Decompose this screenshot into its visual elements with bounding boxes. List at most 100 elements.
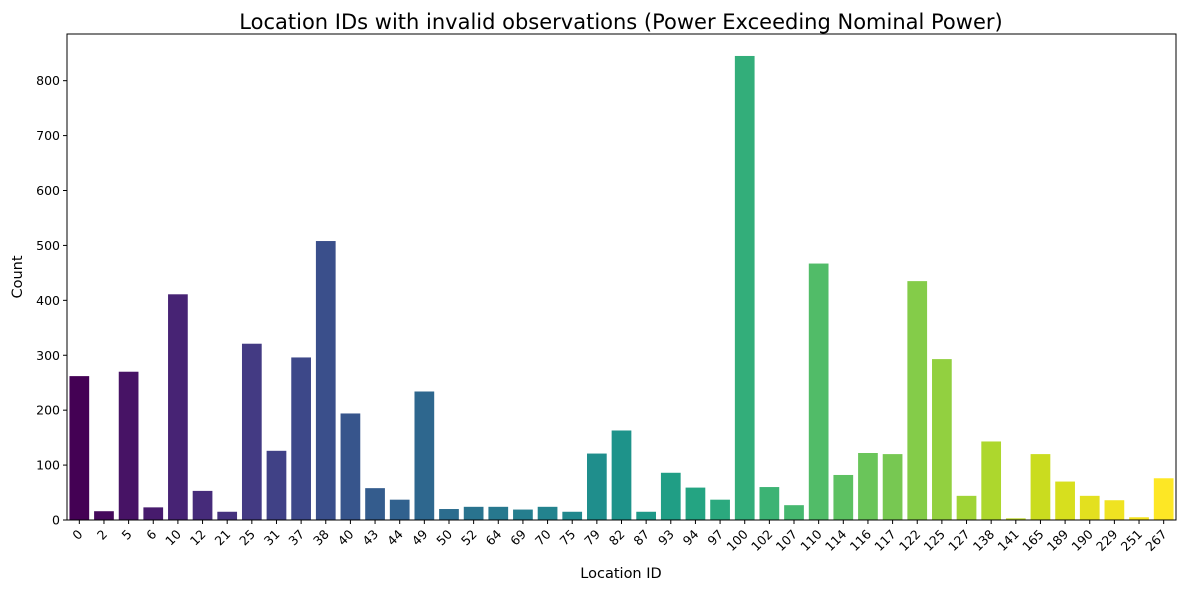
x-tick-label: 5: [119, 527, 135, 543]
bar-31: [266, 450, 287, 520]
x-axis-ticks: 0 2 5 6 10 12 21 25 31 37 38 40 43 44 49 50 52 64 69 70 75 79…: [69, 520, 1170, 554]
x-tick-label: 117: [871, 527, 898, 554]
y-tick-label: 400: [36, 293, 60, 308]
bar-229: [1104, 500, 1125, 520]
bar-141: [1005, 518, 1026, 520]
bar-43: [365, 488, 385, 520]
bar-75: [562, 511, 583, 520]
bar-107: [784, 505, 804, 520]
bar-12: [192, 490, 213, 520]
bar-64: [488, 506, 509, 520]
bar-6: [143, 507, 164, 520]
x-tick-label: 102: [748, 527, 775, 554]
bar-10: [168, 294, 188, 520]
bar-190: [1079, 495, 1100, 520]
bar-138: [981, 441, 1002, 520]
bar-97: [710, 499, 730, 520]
x-tick-label: 125: [921, 527, 948, 554]
x-tick-label: 25: [236, 527, 258, 549]
x-tick-label: 190: [1068, 526, 1096, 554]
x-tick-label: 251: [1118, 527, 1145, 554]
x-tick-label: 31: [261, 527, 283, 549]
bar-37: [291, 357, 311, 520]
y-axis-ticks: 0 100 200 300 400 500 600 700 800: [36, 73, 67, 528]
bars-group: [69, 55, 1174, 521]
bar-44: [389, 499, 410, 520]
bar-52: [463, 506, 484, 520]
x-tick-label: 37: [285, 527, 307, 549]
plot-frame: [66, 33, 1177, 521]
x-tick-label: 50: [433, 526, 455, 548]
x-tick-label: 10: [162, 526, 184, 548]
x-tick-label: 127: [945, 527, 972, 554]
bar-40: [340, 413, 361, 520]
chart-title: Location IDs with invalid observations (…: [239, 10, 1002, 34]
bar-93: [660, 472, 681, 520]
bar-117: [882, 454, 903, 520]
bar-122: [907, 281, 928, 520]
bar-116: [858, 453, 878, 520]
bar-165: [1030, 454, 1051, 520]
y-tick-label: 600: [36, 183, 60, 198]
x-tick-label: 138: [970, 526, 998, 554]
x-tick-label: 21: [211, 527, 233, 549]
bar-69: [513, 509, 533, 520]
y-tick-label: 800: [36, 73, 60, 88]
bar-94: [685, 487, 706, 520]
x-tick-label: 43: [359, 527, 381, 549]
x-tick-label: 12: [187, 527, 209, 549]
y-tick-label: 200: [36, 403, 60, 418]
bar-82: [611, 430, 632, 520]
x-tick-label: 40: [335, 526, 357, 548]
bar-251: [1129, 517, 1149, 520]
bar-70: [537, 506, 558, 520]
x-tick-label: 49: [409, 526, 431, 548]
bar-87: [636, 511, 657, 520]
x-tick-label: 52: [458, 527, 480, 549]
x-tick-label: 6: [143, 526, 159, 542]
bar-102: [759, 487, 780, 520]
x-tick-label: 110: [797, 526, 825, 554]
bar-127: [956, 495, 977, 520]
bar-267: [1153, 478, 1174, 520]
y-tick-label: 700: [36, 128, 60, 143]
bar-189: [1055, 481, 1075, 520]
bar-25: [241, 343, 262, 520]
x-axis-label: Location ID: [580, 566, 661, 582]
bar-110: [808, 263, 829, 520]
bar-38: [315, 241, 336, 520]
x-tick-label: 82: [606, 527, 628, 549]
y-tick-label: 500: [36, 238, 60, 253]
x-tick-label: 122: [896, 527, 923, 554]
x-tick-label: 44: [384, 526, 406, 548]
x-tick-label: 38: [310, 526, 332, 548]
x-tick-label: 165: [1019, 527, 1046, 554]
x-tick-label: 94: [680, 526, 702, 548]
bar-21: [217, 511, 238, 520]
y-axis-label: Count: [10, 255, 26, 298]
x-tick-label: 2: [94, 527, 110, 543]
x-tick-label: 75: [556, 527, 578, 549]
x-tick-label: 97: [704, 527, 726, 549]
x-tick-label: 114: [822, 526, 850, 554]
x-tick-label: 70: [532, 526, 554, 548]
y-tick-label: 100: [36, 458, 60, 473]
x-tick-label: 79: [581, 526, 603, 548]
x-tick-label: 93: [655, 527, 677, 549]
x-tick-label: 100: [723, 526, 751, 554]
y-tick-label: 0: [52, 513, 60, 528]
x-tick-label: 267: [1142, 527, 1169, 554]
bar-50: [439, 509, 459, 520]
y-tick-label: 300: [36, 348, 60, 363]
bar-125: [932, 359, 952, 520]
x-tick-label: 0: [69, 526, 85, 542]
x-tick-label: 189: [1044, 526, 1072, 554]
x-tick-label: 141: [994, 527, 1021, 554]
x-tick-label: 229: [1093, 526, 1121, 554]
bar-5: [118, 371, 139, 520]
bar-114: [833, 474, 854, 520]
x-tick-label: 107: [773, 527, 800, 554]
bar-0: [69, 376, 90, 520]
bar-2: [94, 511, 114, 520]
x-tick-label: 69: [507, 526, 529, 548]
